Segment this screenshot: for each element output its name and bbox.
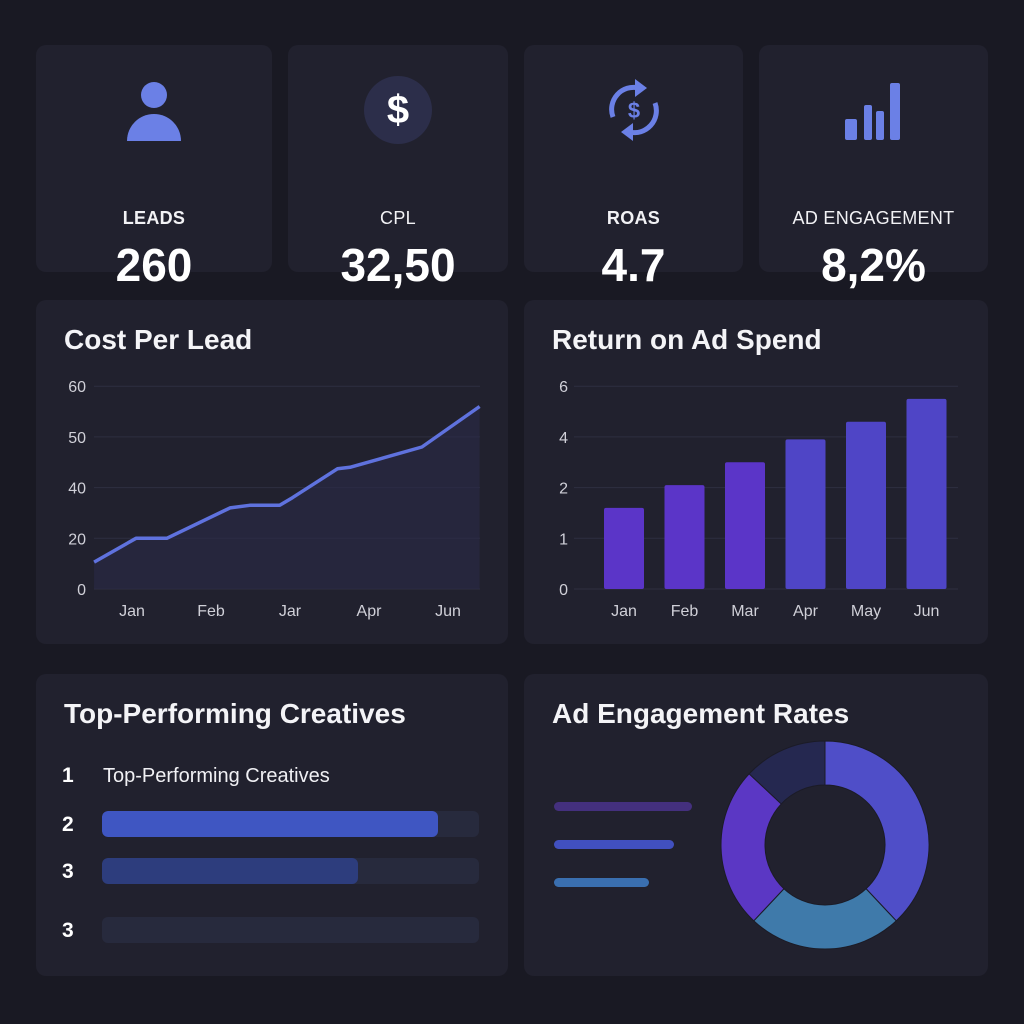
x-tick-label: Jan <box>611 603 637 620</box>
x-tick-label: Mar <box>731 603 759 620</box>
kpi-card-cpl: $ CPL 32,50 <box>288 45 508 291</box>
creative-progress-bar <box>102 858 479 884</box>
area-fill <box>94 406 480 589</box>
kpi-label: AD ENGAGEMENT <box>792 208 955 228</box>
cost-per-lead-chart: 0 20 40 50 60 Jan Feb Jar Apr Jun <box>68 379 481 620</box>
kpi-card-roas: $ ROAS 4.7 <box>524 45 743 291</box>
progress-fill <box>102 811 438 837</box>
cost-per-lead-card: Cost Per Lead 0 20 40 50 60 Jan Feb Jar Apr Jun <box>36 300 508 644</box>
kpi-label: CPL <box>380 208 416 228</box>
kpi-value: 4.7 <box>601 239 666 291</box>
x-tick-label: Feb <box>671 603 699 620</box>
kpi-label: LEADS <box>122 208 186 228</box>
donut-segment <box>824 740 930 922</box>
user-icon <box>127 82 181 141</box>
legend-bar <box>554 840 675 849</box>
kpi-value: 260 <box>115 239 193 291</box>
x-tick-label: Jun <box>914 603 940 620</box>
chart-title: Return on Ad Spend <box>552 324 822 355</box>
x-tick-label: Apr <box>357 603 383 620</box>
dollar-cycle-icon: $ <box>608 79 659 141</box>
y-tick-label: 4 <box>559 430 568 447</box>
bar-jan <box>604 507 644 589</box>
creatives-title: Top-Performing Creatives <box>64 698 406 729</box>
creative-rank: 3 <box>62 860 74 883</box>
kpi-value: 32,50 <box>340 239 456 291</box>
bar-signal-icon <box>844 83 900 140</box>
kpi-label: ROAS <box>606 208 661 228</box>
dollar-icon: $ <box>364 76 432 144</box>
x-tick-label: Jan <box>119 603 145 620</box>
svg-text:$: $ <box>387 88 409 132</box>
kpi-card-leads: LEADS 260 <box>36 45 272 291</box>
engagement-donut-chart <box>720 740 930 950</box>
bar-apr <box>785 439 826 589</box>
donut-segment <box>748 740 826 805</box>
creative-progress-bar <box>102 811 479 837</box>
y-tick-label: 1 <box>559 531 568 548</box>
bar-feb <box>664 485 705 589</box>
y-tick-label: 60 <box>68 379 86 396</box>
creatives-card: Top-Performing Creatives 1 Top-Performin… <box>36 674 508 976</box>
x-tick-label: Apr <box>793 603 819 620</box>
svg-text:$: $ <box>627 98 639 123</box>
x-tick-label: Jar <box>279 603 302 620</box>
y-tick-label: 20 <box>68 531 86 548</box>
x-tick-label: Jun <box>435 603 461 620</box>
progress-fill <box>102 858 359 884</box>
donut-segment <box>720 773 785 922</box>
y-tick-label: 0 <box>77 582 86 599</box>
roas-chart: 0 1 2 4 6 Jan Feb Mar Apr May Jun <box>559 379 958 620</box>
bar-jun <box>906 398 947 589</box>
legend-bar <box>554 802 692 811</box>
bar-may <box>846 421 886 589</box>
series-line <box>93 405 481 564</box>
creative-label[interactable]: Top-Performing Creatives <box>103 765 330 787</box>
y-tick-label: 6 <box>559 379 568 396</box>
kpi-value: 8,2% <box>821 239 926 291</box>
legend-bar <box>554 878 650 887</box>
y-tick-label: 0 <box>559 582 568 599</box>
creative-rank: 2 <box>62 813 74 836</box>
y-tick-label: 50 <box>68 430 86 447</box>
creative-progress-bar <box>102 917 479 943</box>
bar-mar <box>725 462 765 589</box>
roas-card: Return on Ad Spend 0 1 2 4 6 Jan Feb Mar Apr May J… <box>524 300 988 644</box>
creative-rank: 1 <box>62 764 74 787</box>
creative-rank: 3 <box>62 919 74 942</box>
chart-title: Cost Per Lead <box>64 324 253 355</box>
x-tick-label: Feb <box>197 603 225 620</box>
y-tick-label: 2 <box>559 481 568 498</box>
engagement-card: Ad Engagement Rates <box>524 674 988 976</box>
y-tick-label: 40 <box>68 481 86 498</box>
x-tick-label: May <box>851 603 881 620</box>
kpi-card-ad-engagement: AD ENGAGEMENT 8,2% <box>759 45 988 291</box>
engagement-title: Ad Engagement Rates <box>552 698 850 729</box>
